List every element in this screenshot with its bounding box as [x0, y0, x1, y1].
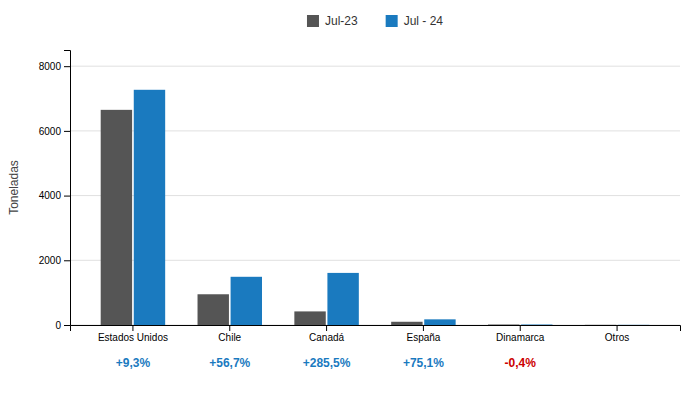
tick-mark — [423, 325, 424, 331]
tick: 4000 — [39, 190, 70, 201]
bars — [101, 90, 650, 325]
tick-mark — [326, 325, 327, 331]
tick: Otros — [605, 325, 629, 343]
annotation: +75,1% — [403, 356, 444, 370]
tick: 0 — [55, 320, 70, 331]
tick: Estados Unidos — [98, 325, 168, 343]
grid-line — [70, 66, 680, 67]
legend-swatch — [307, 15, 319, 27]
bar — [198, 294, 229, 325]
legend-item: Jul-23 — [307, 14, 358, 28]
plot: 0 2000 4000 6000 8000 Estados Unidos Chile Cana… — [39, 51, 681, 371]
tick-mark — [64, 131, 70, 132]
bar — [327, 273, 358, 325]
tick-label: Otros — [605, 332, 629, 343]
tick-mark — [617, 325, 618, 331]
tick-label: Dinamarca — [496, 332, 545, 343]
bar — [101, 110, 132, 325]
tick: Chile — [218, 325, 241, 343]
tick-label: Estados Unidos — [98, 332, 168, 343]
legend-label: Jul - 24 — [404, 14, 444, 28]
tick: España — [406, 325, 440, 343]
y-axis-title: Toneladas — [7, 160, 21, 215]
tick: 6000 — [39, 126, 70, 137]
tick-label: 0 — [55, 320, 61, 331]
tick-mark — [64, 66, 70, 67]
bar — [521, 324, 552, 325]
bar — [424, 319, 455, 325]
legend-swatch — [386, 15, 398, 27]
legend-label: Jul-23 — [325, 14, 358, 28]
legend-item: Jul - 24 — [386, 14, 444, 28]
grid — [70, 66, 680, 325]
annotation: +285,5% — [303, 356, 351, 370]
tick-mark — [229, 325, 230, 331]
annotation: -0,4% — [505, 356, 537, 370]
chart: 0 2000 4000 6000 8000 Estados Unidos Chile Cana… — [0, 0, 700, 400]
tick-label: 6000 — [39, 126, 62, 137]
bar — [134, 90, 165, 325]
tick-mark — [132, 325, 133, 331]
legend: Jul-23 Jul - 24 — [307, 14, 443, 28]
tick-label: 8000 — [39, 61, 62, 72]
annotations: +9,3% +56,7% +285,5% +75,1% -0,4% — [116, 356, 536, 370]
tick-label: Chile — [218, 332, 241, 343]
axis-line — [64, 51, 71, 326]
axis-line — [71, 326, 681, 332]
tick-mark — [64, 196, 70, 197]
bar — [488, 324, 519, 325]
tick-mark — [64, 325, 70, 326]
bar — [585, 324, 616, 325]
bar — [231, 277, 262, 325]
bar — [294, 311, 325, 325]
y-axis: 0 2000 4000 6000 8000 — [39, 51, 71, 331]
tick-mark — [64, 260, 70, 261]
bar — [391, 322, 422, 325]
tick: Canadá — [309, 325, 344, 343]
annotation: +9,3% — [116, 356, 151, 370]
x-axis: Estados Unidos Chile Canadá España Dinamarca… — [71, 325, 681, 343]
bar — [618, 324, 649, 325]
tick-label: 4000 — [39, 190, 62, 201]
annotation: +56,7% — [209, 356, 250, 370]
tick-mark — [520, 325, 521, 331]
tick: Dinamarca — [496, 325, 545, 343]
tick: 2000 — [39, 255, 70, 266]
tick-label: España — [406, 332, 440, 343]
tick-label: 2000 — [39, 255, 62, 266]
tick-label: Canadá — [309, 332, 344, 343]
tick: 8000 — [39, 61, 70, 72]
